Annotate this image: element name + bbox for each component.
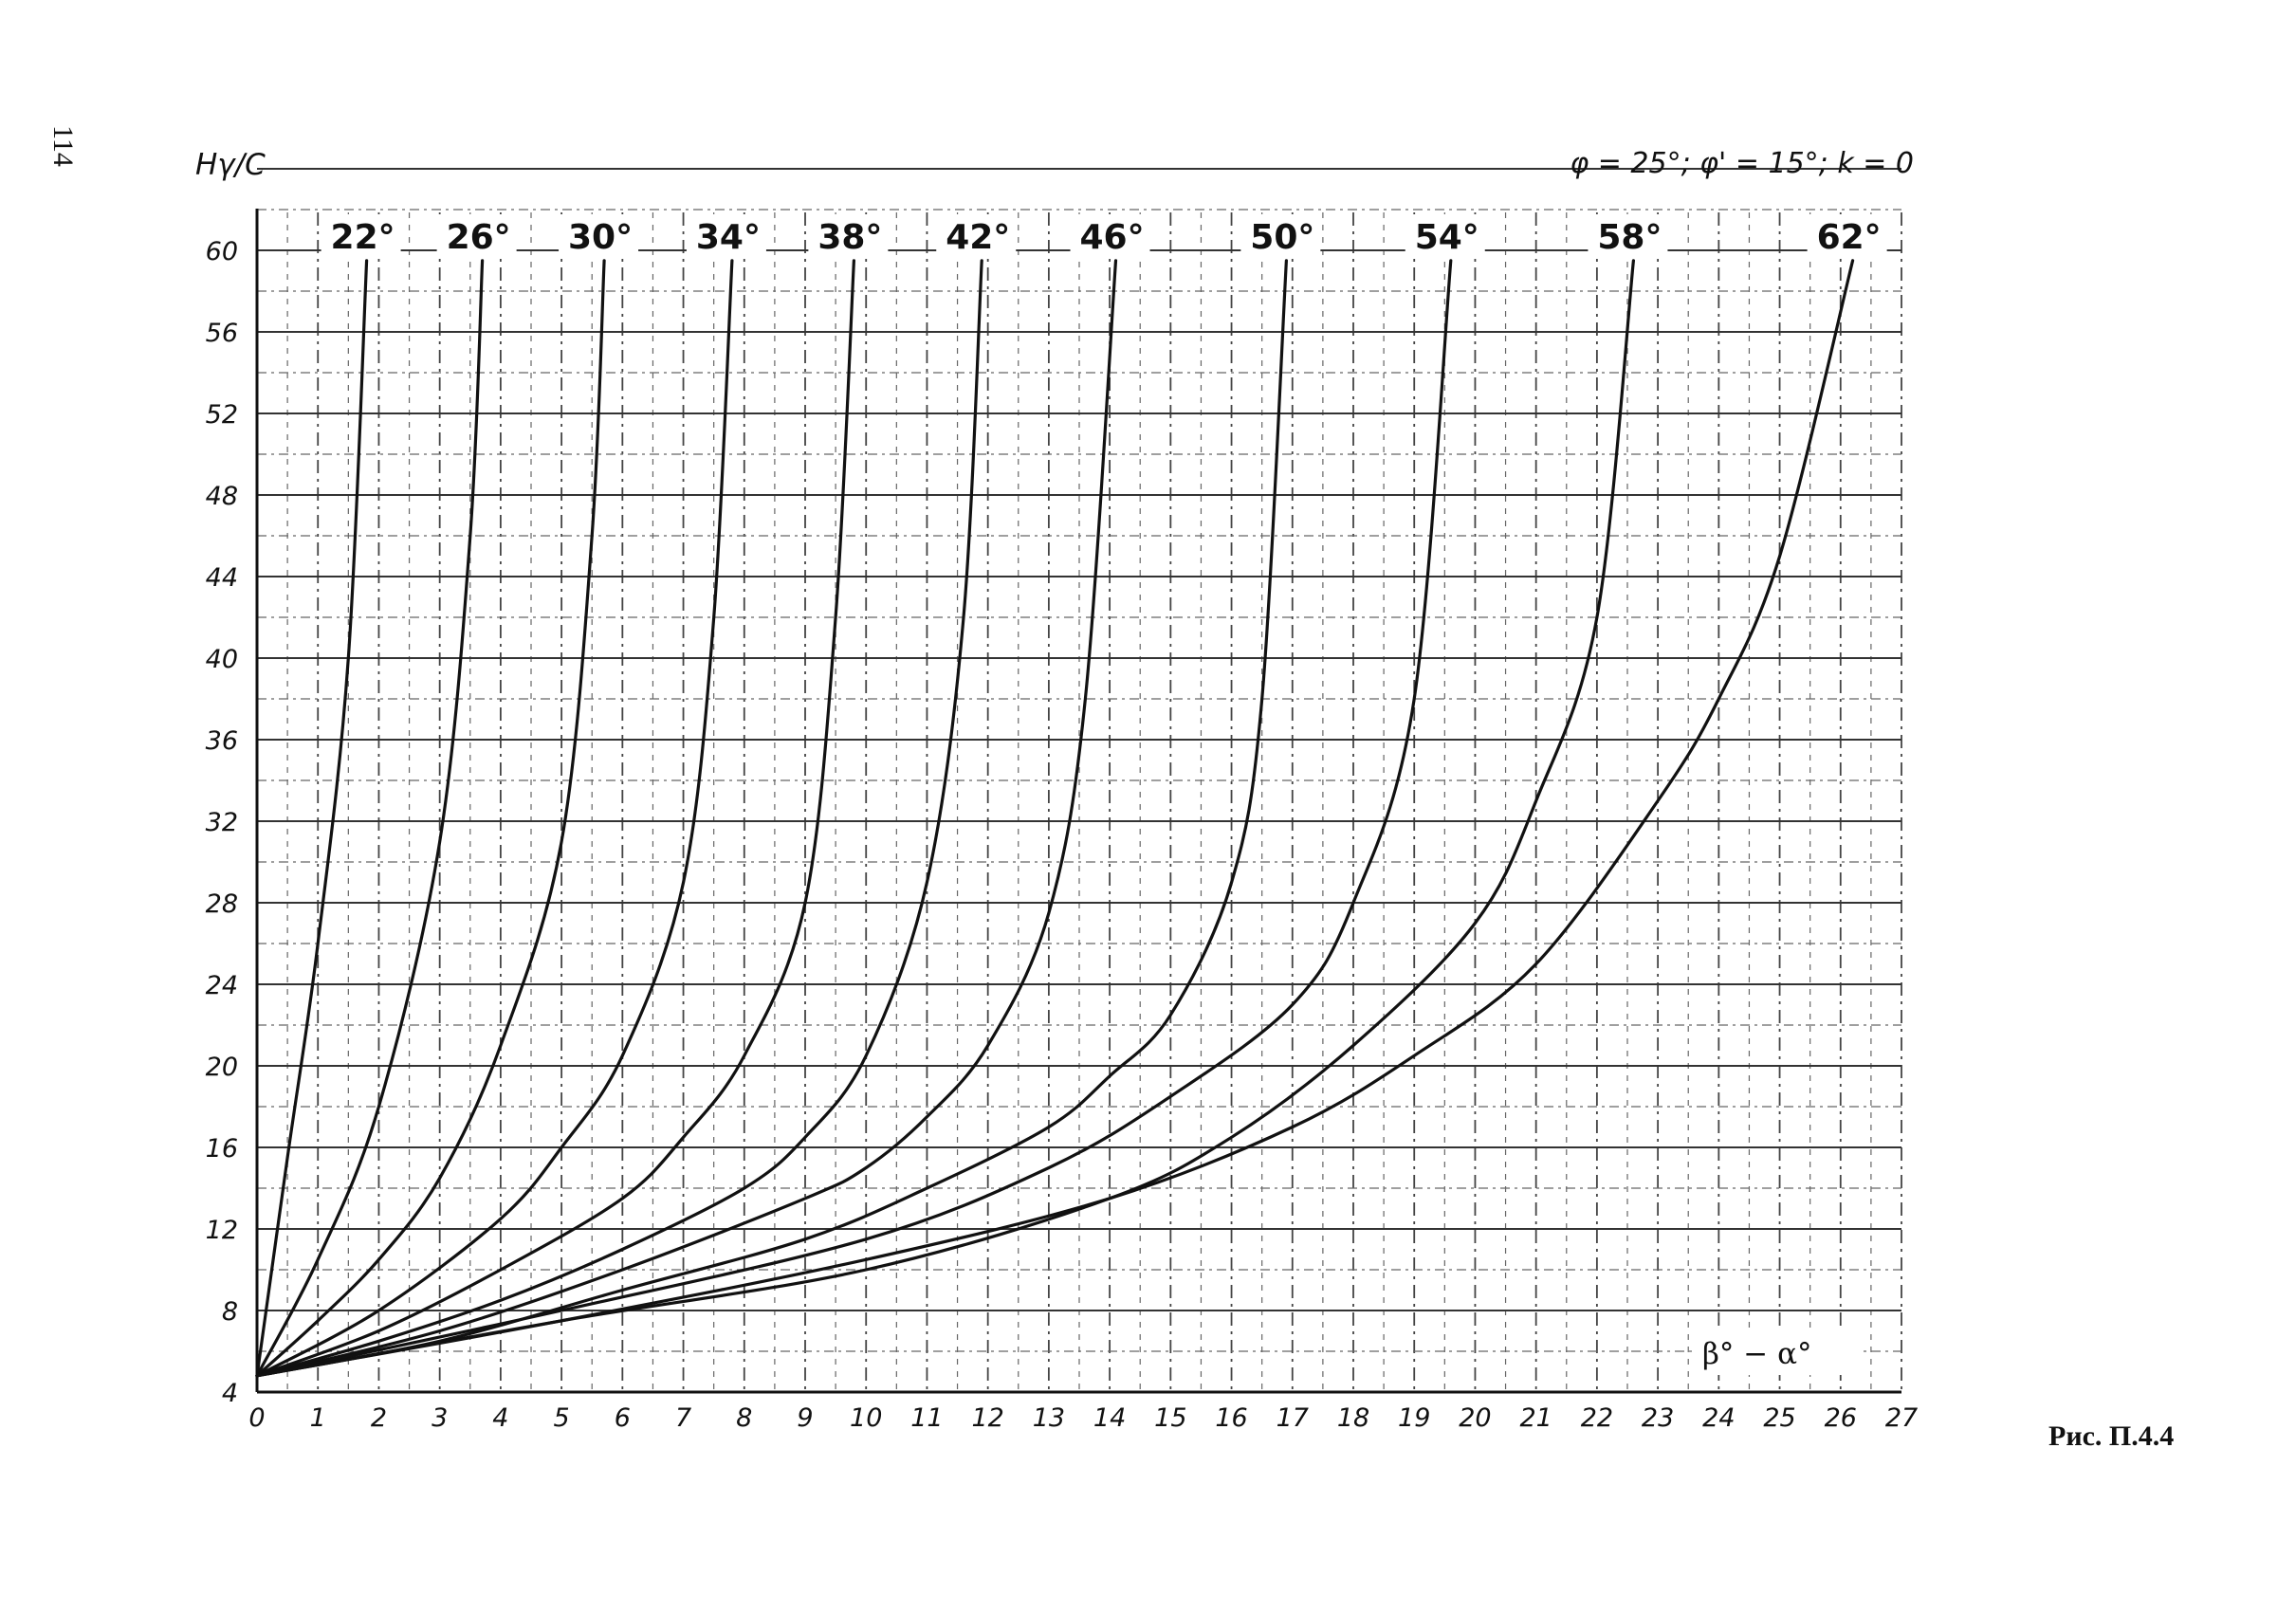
y-tick-label: 36 [206, 726, 238, 756]
x-tick-label: 5 [554, 1403, 570, 1433]
figure-caption: Рис. П.4.4 [2048, 1421, 2175, 1452]
series-line [255, 259, 485, 1378]
series-label-bg [1405, 214, 1485, 256]
y-tick-label: 4 [222, 1379, 238, 1408]
x-tick-label: 0 [248, 1403, 265, 1433]
y-tick-label: 8 [222, 1297, 238, 1327]
x-tick-label: 20 [1459, 1403, 1491, 1433]
series-label-bg [559, 214, 639, 256]
y-tick-label: 60 [206, 237, 238, 266]
series-label: 58° [1597, 218, 1662, 257]
x-tick-label: 6 [615, 1403, 631, 1433]
series-label: 54° [1415, 218, 1479, 257]
grid [257, 168, 1902, 1392]
x-tick-label: 17 [1277, 1403, 1309, 1433]
series-label: 38° [817, 218, 882, 257]
series-label-bg [936, 214, 1017, 256]
y-tick-label: 40 [206, 645, 238, 674]
series-label: 22° [331, 218, 395, 257]
x-tick-label: 23 [1642, 1403, 1674, 1433]
series-label-bg [436, 214, 517, 256]
y-tick-label: 56 [206, 319, 238, 348]
x-tick-label: 7 [675, 1403, 691, 1433]
x-tick-label: 15 [1154, 1403, 1186, 1433]
x-tick-label: 8 [736, 1403, 752, 1433]
y-tick-label: 24 [206, 971, 238, 1000]
series-line [255, 259, 1288, 1378]
curves: 22° 26° 30° 34° 38° 42° 46° 50° 54° 58° 62° [255, 214, 1887, 1378]
x-tick-label: 12 [971, 1403, 1003, 1433]
series-label-bg [1240, 214, 1321, 256]
x-axis-title: β° − α° [1702, 1337, 1812, 1371]
x-tick-label: 2 [371, 1403, 387, 1433]
x-tick-label: 19 [1398, 1403, 1430, 1433]
series-line [255, 259, 369, 1378]
x-tick-label: 22 [1581, 1403, 1613, 1433]
series-line [255, 259, 1855, 1378]
y-axis-title: Hγ/C [195, 148, 266, 182]
series-line [255, 259, 1118, 1378]
series-label: 26° [447, 218, 511, 257]
x-tick-label: 4 [492, 1403, 508, 1433]
tick-labels: 0 1 2 3 4 5 6 7 8 9 10 11 12 13 14 15 16 17 18 19 20 21 22 23 24… [206, 237, 1919, 1433]
series-label-bg [321, 214, 401, 256]
x-tick-label: 18 [1337, 1403, 1369, 1433]
y-tick-label: 28 [206, 889, 238, 919]
y-tick-label: 44 [206, 563, 238, 593]
x-tick-label: 11 [910, 1403, 943, 1433]
x-tick-label: 3 [432, 1403, 448, 1433]
x-tick-label: 1 [310, 1403, 326, 1433]
y-tick-label: 52 [206, 400, 238, 430]
x-axis-title-bg [1693, 1328, 1864, 1375]
series-label: 50° [1250, 218, 1314, 257]
x-tick-label: 25 [1763, 1403, 1795, 1433]
x-tick-label: 27 [1885, 1403, 1918, 1433]
series-label-bg [686, 214, 766, 256]
y-tick-label: 32 [206, 808, 238, 837]
series-label-bg [1588, 214, 1668, 256]
series-line [255, 259, 855, 1378]
series-line [255, 259, 983, 1378]
series-label: 42° [946, 218, 1010, 257]
x-tick-label: 14 [1093, 1403, 1126, 1433]
x-tick-label: 10 [850, 1403, 882, 1433]
series-line [255, 259, 606, 1378]
series-label-bg [1070, 214, 1150, 256]
series-line [255, 259, 734, 1378]
series-label-bg [808, 214, 889, 256]
chart-title: φ = 25°; φ' = 15°; k = 0 [1570, 147, 1914, 180]
series-line [255, 259, 1635, 1378]
series-line [255, 259, 1453, 1378]
y-tick-label: 16 [206, 1134, 238, 1164]
x-tick-label: 26 [1825, 1403, 1857, 1433]
y-tick-label: 12 [206, 1216, 238, 1245]
x-tick-label: 16 [1215, 1403, 1247, 1433]
x-tick-label: 13 [1033, 1403, 1065, 1433]
series-label-bg [1807, 214, 1887, 256]
x-tick-label: 9 [797, 1403, 813, 1433]
series-label: 30° [568, 218, 633, 257]
x-tick-label: 24 [1702, 1403, 1735, 1433]
y-tick-label: 20 [206, 1053, 238, 1082]
series-label: 62° [1817, 218, 1882, 257]
series-label: 46° [1079, 218, 1144, 257]
y-tick-label: 48 [206, 482, 238, 511]
x-tick-label: 21 [1519, 1403, 1552, 1433]
series-label: 34° [696, 218, 761, 257]
